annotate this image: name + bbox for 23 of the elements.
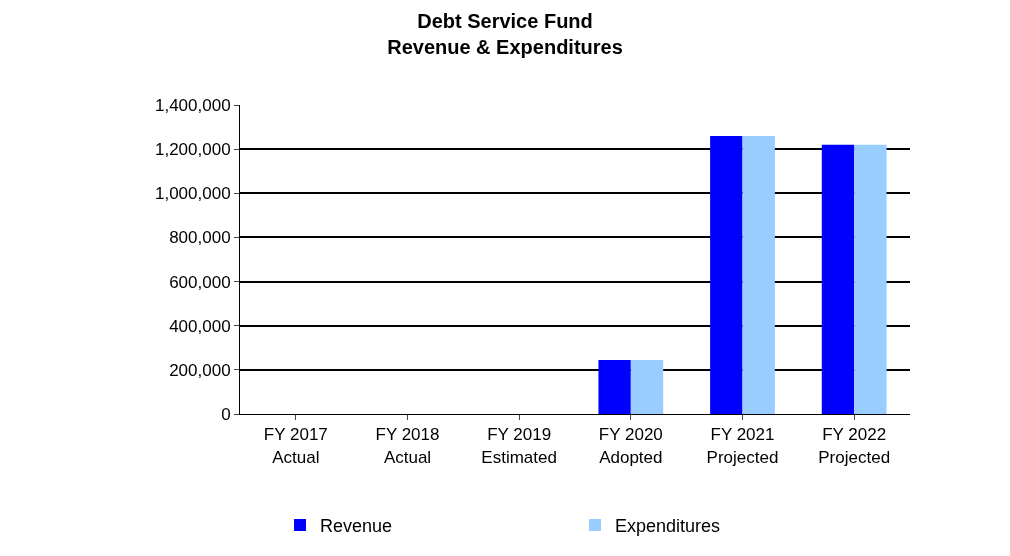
y-tick-label: 600,000 <box>169 272 231 292</box>
y-tick-label: 1,400,000 <box>154 95 231 115</box>
y-tick-label: 800,000 <box>169 228 231 248</box>
y-tick-label: 1,000,000 <box>154 184 231 204</box>
bar <box>742 135 775 414</box>
legend-label: Expenditures <box>615 515 721 536</box>
x-tick-label: FY 2022 Projected <box>818 425 891 467</box>
x-tick-label: FY 2020 Adopted <box>598 425 663 467</box>
bar <box>854 144 887 414</box>
x-tick-label: FY 2018 Actual <box>375 425 440 467</box>
chart-title: Debt Service Fund Revenue & Expenditures <box>387 9 623 58</box>
y-tick-label: 400,000 <box>169 316 231 336</box>
bar <box>630 359 664 414</box>
y-tick-label: 200,000 <box>169 360 231 380</box>
bar <box>710 135 743 414</box>
y-tick-label: 0 <box>221 404 231 424</box>
y-tick-label: 1,200,000 <box>154 140 231 160</box>
x-tick-label: FY 2021 Projected <box>706 425 779 467</box>
x-tick-label: FY 2019 Estimated <box>481 425 557 467</box>
bar <box>821 144 855 414</box>
legend-label: Revenue <box>320 515 393 536</box>
x-tick-label: FY 2017 Actual <box>263 425 328 467</box>
bar <box>598 359 631 414</box>
